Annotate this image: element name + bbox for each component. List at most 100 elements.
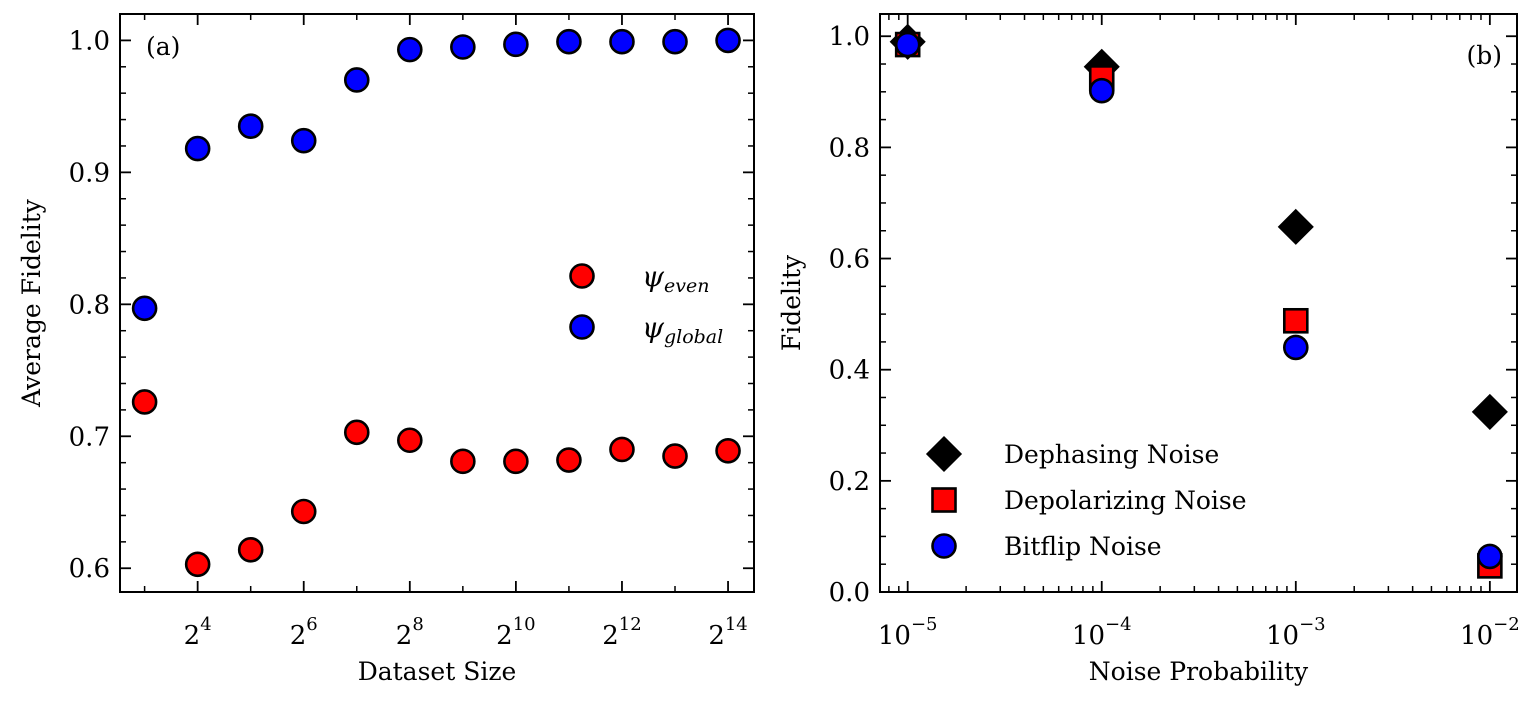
series-1	[131, 27, 741, 322]
x-tick-exponent: −4	[1105, 614, 1132, 635]
data-point	[290, 498, 317, 525]
legend-symbol: ψ	[642, 260, 665, 293]
series-2	[894, 31, 1503, 570]
y-tick-label: 1.0	[69, 26, 110, 56]
x-tick-label: 10−4	[1072, 614, 1132, 651]
y-axis-label: Average Fidelity	[17, 198, 46, 408]
legend-subscript: even	[664, 275, 709, 297]
x-tick-base: 2	[290, 621, 307, 651]
data-point	[609, 436, 635, 463]
x-tick-exponent: 10	[513, 614, 536, 635]
legend-label: ψglobal	[642, 311, 723, 348]
data-point	[343, 67, 370, 93]
legend-marker	[931, 533, 957, 559]
data-point	[715, 27, 741, 54]
data-point	[450, 34, 476, 60]
plot-frame	[119, 13, 755, 593]
legend: Dephasing Noise Depolarizing Noise Bitflip…	[925, 435, 1247, 561]
panel-label: (b)	[1466, 41, 1502, 70]
x-tick-label: 26	[290, 614, 318, 651]
x-tick-exponent: 8	[412, 614, 423, 635]
data-point	[556, 28, 582, 55]
panel-label: (a)	[146, 32, 180, 61]
y-tick-label: 0.9	[69, 158, 110, 188]
x-tick-exponent: 12	[619, 614, 642, 635]
data-point	[1477, 543, 1503, 570]
legend-label: Dephasing Noise	[1004, 440, 1219, 469]
data-point	[1282, 334, 1309, 361]
legend-item: Dephasing Noise	[925, 435, 1219, 473]
x-tick-label: 10−5	[878, 614, 938, 651]
legend-marker	[931, 487, 957, 513]
x-tick-base: 2	[602, 621, 619, 651]
x-tick-base: 2	[184, 621, 201, 651]
minor-ticks	[120, 14, 754, 592]
data-point	[290, 127, 317, 154]
data-point	[131, 295, 158, 322]
data-point	[184, 135, 211, 162]
x-tick-label: 10−2	[1460, 614, 1520, 651]
data-point	[662, 28, 688, 55]
legend-marker	[925, 435, 963, 473]
legend-subscript: global	[664, 326, 723, 348]
legend-item: Bitflip Noise	[931, 532, 1162, 561]
data-point	[715, 437, 741, 464]
x-tick-label: 10−3	[1266, 614, 1326, 651]
data-point	[397, 36, 423, 63]
y-tick-label: 0.8	[829, 133, 870, 163]
data-point	[662, 443, 688, 469]
data-point	[131, 389, 158, 415]
data-point	[184, 551, 211, 578]
minor-ticks	[880, 14, 1517, 592]
data-point	[894, 31, 921, 58]
x-tick-exponent: 6	[306, 614, 317, 635]
panel-b: 10−5 10−4 10−3 10−20.00.20.40.60.81.0Noise …	[777, 13, 1520, 686]
y-tick-label: 0.6	[829, 245, 870, 275]
x-tick-label: 28	[396, 614, 424, 651]
y-axis-label: Fidelity	[777, 254, 806, 351]
y-tick-label: 0.7	[69, 422, 110, 452]
x-tick-base: 2	[396, 621, 413, 651]
y-tick-label: 0.6	[69, 554, 110, 584]
x-tick-label: 212	[602, 614, 641, 651]
legend-item: ψeven	[569, 260, 709, 297]
x-tick-exponent: −5	[911, 614, 938, 635]
series-0	[131, 389, 741, 578]
data-point	[1277, 208, 1314, 245]
x-tick-base: 10	[1266, 621, 1299, 651]
x-tick-exponent: −3	[1299, 614, 1326, 635]
data-point	[1471, 393, 1508, 430]
x-tick-label: 214	[708, 614, 747, 651]
y-tick-label: 0.8	[69, 290, 110, 320]
x-tick-exponent: 14	[725, 614, 748, 635]
x-tick-base: 2	[708, 621, 725, 651]
x-tick-base: 2	[496, 621, 513, 651]
y-tick-label: 0.4	[829, 356, 870, 386]
legend-label: Bitflip Noise	[1004, 532, 1162, 561]
x-tick-base: 10	[1072, 621, 1105, 651]
data-point	[237, 113, 264, 139]
data-point	[1088, 77, 1115, 104]
data-point	[556, 447, 582, 473]
data-point	[503, 31, 529, 58]
data-point	[450, 448, 476, 475]
x-tick-exponent: −2	[1493, 614, 1520, 635]
data-point	[397, 427, 423, 454]
x-tick-label: 210	[496, 614, 535, 651]
legend-item: ψglobal	[569, 311, 723, 348]
legend-symbol: ψ	[642, 311, 665, 344]
x-tick-label: 24	[184, 614, 212, 651]
x-tick-base: 10	[1460, 621, 1493, 651]
data-point	[237, 536, 264, 563]
y-tick-label: 0.2	[829, 467, 870, 497]
legend-item: Depolarizing Noise	[931, 486, 1247, 515]
x-axis-label: Dataset Size	[358, 657, 517, 686]
legend-label: ψeven	[642, 260, 709, 297]
x-axis-label: Noise Probability	[1089, 657, 1309, 686]
data-point	[1282, 307, 1309, 334]
legend-marker	[569, 314, 595, 340]
plot-frame	[879, 13, 1518, 593]
